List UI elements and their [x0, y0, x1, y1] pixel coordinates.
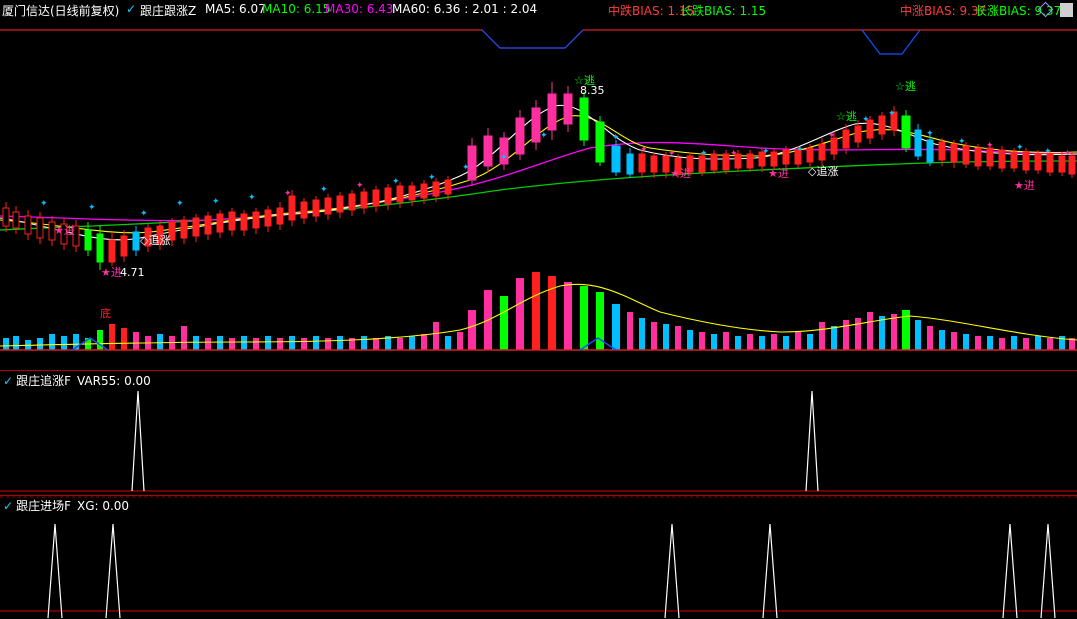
- svg-text:✦: ✦: [284, 189, 292, 199]
- svg-text:✦: ✦: [1016, 143, 1024, 153]
- band-blue-spike-left: [71, 337, 109, 351]
- top-info-bar: 厦门信达(日线前复权) ✓ 跟庄跟涨Z MA5: 6.07 MA10: 6.15…: [0, 0, 1077, 20]
- sub2-spike-1: [47, 523, 63, 618]
- svg-text:✦: ✦: [500, 153, 508, 163]
- sub1-spike-2: [805, 390, 819, 492]
- sub2-value: XG: 0.00: [76, 499, 130, 513]
- svg-text:✦: ✦: [700, 149, 708, 159]
- annotation-escape-1: ☆逃: [574, 74, 595, 87]
- annotation-enter-2: ★进: [768, 167, 789, 180]
- sub-pane-enter[interactable]: ✓ 跟庄进场F XG: 0.00: [0, 495, 1077, 619]
- svg-text:✦: ✦: [762, 147, 770, 157]
- volume-series: [0, 272, 1077, 350]
- ma10-value: MA10: 6.15: [262, 2, 331, 16]
- svg-text:✦: ✦: [668, 149, 676, 159]
- svg-text:✦: ✦: [862, 115, 870, 125]
- annotation-bottom: 底: [100, 307, 111, 320]
- svg-text:✦: ✦: [248, 193, 256, 203]
- ma30-value: MA30: 6.43: [325, 2, 394, 16]
- annotation-enter-5: ★进: [101, 266, 122, 279]
- svg-text:✦: ✦: [986, 141, 994, 151]
- volume-ma-line: [0, 283, 1077, 347]
- check-circle-icon[interactable]: ✓: [3, 499, 14, 513]
- svg-text:✦: ✦: [612, 133, 620, 143]
- sub2-spike-4: [762, 523, 778, 618]
- svg-text:✦: ✦: [88, 203, 96, 213]
- svg-text:✦: ✦: [356, 181, 364, 191]
- svg-text:✦: ✦: [640, 145, 648, 155]
- signal-star-markers: ✦ ✦ ✦ ✦ ✦ ✦ ✦ ✦ ✦ ✦ ✦ ✦ ✦ ✦ ✦ ✦ ✦ ✦ ✦ ✦: [40, 109, 1072, 219]
- price-pane[interactable]: ✦ ✦ ✦ ✦ ✦ ✦ ✦ ✦ ✦ ✦ ✦ ✦ ✦ ✦ ✦ ✦ ✦ ✦ ✦ ✦: [0, 20, 1077, 350]
- svg-text:✦: ✦: [40, 199, 48, 209]
- sub2-chart-svg: [0, 496, 1077, 618]
- svg-text:✦: ✦: [176, 199, 184, 209]
- broker-title: 厦门信达(日线前复权): [2, 4, 120, 18]
- candlestick-series: [2, 82, 1076, 270]
- bias-long-fall: 长跌BIAS: 1.15: [680, 4, 767, 18]
- svg-text:✦: ✦: [428, 173, 436, 183]
- svg-text:✦: ✦: [1044, 147, 1052, 157]
- svg-text:✦: ✦: [828, 131, 836, 141]
- sub2-title[interactable]: 跟庄进场F: [16, 499, 71, 513]
- annotation-enter-3: ★进: [1014, 179, 1035, 192]
- svg-text:✦: ✦: [212, 197, 220, 207]
- svg-text:✦: ✦: [462, 163, 470, 173]
- svg-text:✦: ✦: [320, 185, 328, 195]
- svg-text:✦: ✦: [926, 129, 934, 139]
- sub2-spike-2: [105, 523, 121, 618]
- annotation-low-price: 4.71: [120, 266, 145, 279]
- sub1-value: VAR55: 0.00: [76, 374, 151, 388]
- annotation-escape-3: ☆逃: [836, 110, 857, 123]
- svg-text:✦: ✦: [888, 109, 896, 119]
- annotation-escape-2: ☆逃: [895, 80, 916, 93]
- bias-mid-fall: 中跌BIAS: 1.15: [608, 4, 695, 18]
- svg-text:✦: ✦: [392, 177, 400, 187]
- svg-text:✦: ✦: [730, 149, 738, 159]
- bias-mid-rise: 中涨BIAS: 9.37: [900, 4, 987, 18]
- svg-text:✦: ✦: [140, 209, 148, 219]
- check-circle-icon[interactable]: ✓: [3, 374, 14, 388]
- upper-red-channel: [0, 29, 1077, 49]
- annotation-chase-left: ◇追涨: [140, 234, 171, 247]
- sub-pane-chase[interactable]: ✓ 跟庄追涨F VAR55: 0.00: [0, 370, 1077, 496]
- annotation-enter-4: ★进: [54, 224, 75, 237]
- indicator-name[interactable]: 跟庄跟涨Z: [140, 4, 197, 18]
- sub1-spike-1: [131, 390, 145, 492]
- sub2-spike-5: [1002, 523, 1018, 618]
- window-box-icon[interactable]: [1060, 3, 1073, 17]
- sub2-spike-3: [664, 523, 680, 618]
- upper-blue-dip-left: [481, 29, 584, 49]
- svg-text:✦: ✦: [1064, 149, 1072, 159]
- bias-long-rise: 长涨BIAS: 9.37: [975, 4, 1062, 18]
- sub1-chart-svg: [0, 390, 1077, 492]
- sub2-spike-6: [1040, 523, 1056, 618]
- ma60-value: MA60: 6.36 : 2.01 : 2.04: [392, 2, 538, 16]
- band-separator: [0, 337, 1077, 351]
- annotation-peak-price: 8.35: [580, 84, 605, 97]
- band-blue-spike-right: [579, 337, 617, 351]
- sub1-title[interactable]: 跟庄追涨F: [16, 374, 71, 388]
- upper-blue-dip-right: [861, 29, 921, 55]
- svg-text:✦: ✦: [540, 131, 548, 141]
- svg-text:✦: ✦: [796, 145, 804, 155]
- svg-text:✦: ✦: [958, 137, 966, 147]
- annotation-enter-1: ★进: [670, 167, 691, 180]
- price-chart-svg: ✦ ✦ ✦ ✦ ✦ ✦ ✦ ✦ ✦ ✦ ✦ ✦ ✦ ✦ ✦ ✦ ✦ ✦ ✦ ✦: [0, 29, 1077, 350]
- annotation-chase-right: ◇追涨: [808, 165, 839, 178]
- ma5-value: MA5: 6.07: [205, 2, 266, 16]
- ma60-line: [0, 160, 1077, 231]
- check-circle-icon[interactable]: ✓: [126, 2, 137, 16]
